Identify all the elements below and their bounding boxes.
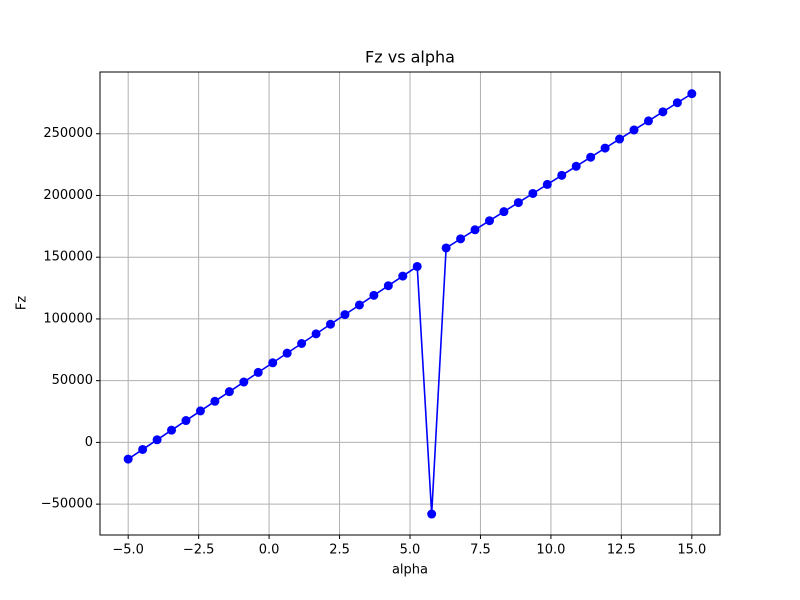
y-tick-label: −50000: [41, 497, 93, 512]
data-point: [528, 188, 538, 198]
x-tick-label: 2.5: [329, 543, 350, 558]
data-point: [615, 134, 625, 144]
data-point: [470, 225, 480, 235]
data-point: [224, 387, 234, 397]
data-point: [571, 161, 581, 171]
x-tick-label: −5.0: [112, 543, 144, 558]
data-point: [441, 243, 451, 253]
data-point: [123, 454, 133, 464]
data-point: [658, 107, 668, 117]
x-tick-label: 15.0: [677, 543, 706, 558]
chart-title: Fz vs alpha: [365, 48, 455, 67]
data-point: [210, 396, 220, 406]
plot-frame: [99, 71, 721, 536]
x-axis-label: alpha: [392, 563, 428, 578]
data-point: [383, 281, 393, 291]
data-point: [138, 444, 148, 454]
data-point: [398, 271, 408, 281]
x-tick-label: 7.5: [470, 543, 491, 558]
data-point: [325, 319, 335, 329]
data-point: [427, 509, 437, 519]
data-point: [311, 329, 321, 339]
data-point: [499, 207, 509, 217]
y-tick-label: 50000: [52, 373, 93, 388]
data-point: [297, 339, 307, 349]
data-point: [456, 234, 466, 244]
x-tick-label: 5.0: [400, 543, 421, 558]
x-tick-label: 10.0: [536, 543, 565, 558]
data-point: [167, 425, 177, 435]
data-point: [485, 216, 495, 226]
data-point: [412, 261, 422, 271]
data-point: [340, 310, 350, 320]
y-tick-label: 150000: [43, 250, 93, 265]
data-point: [181, 416, 191, 426]
x-tick-label: 12.5: [607, 543, 636, 558]
data-point: [369, 290, 379, 300]
series-line: [127, 92, 693, 515]
y-tick-label: 0: [85, 435, 93, 450]
data-point: [513, 198, 523, 208]
data-point: [253, 367, 263, 377]
data-point: [354, 300, 364, 310]
y-axis-label: Fz: [15, 296, 30, 310]
data-point: [600, 143, 610, 153]
y-tick-label: 200000: [43, 188, 93, 203]
data-point: [643, 116, 653, 126]
data-point: [672, 98, 682, 108]
data-point: [152, 435, 162, 445]
data-point: [268, 358, 278, 368]
x-tick-label: −2.5: [183, 543, 215, 558]
data-point: [282, 348, 292, 358]
data-point: [542, 179, 552, 189]
x-tick-label: 0.0: [259, 543, 280, 558]
data-point: [195, 406, 205, 416]
data-point: [557, 170, 567, 180]
data-point: [687, 89, 697, 99]
y-tick-label: 100000: [43, 311, 93, 326]
data-point: [629, 125, 639, 135]
data-point: [586, 152, 596, 162]
y-tick-label: 250000: [43, 126, 93, 141]
data-point: [239, 377, 249, 387]
